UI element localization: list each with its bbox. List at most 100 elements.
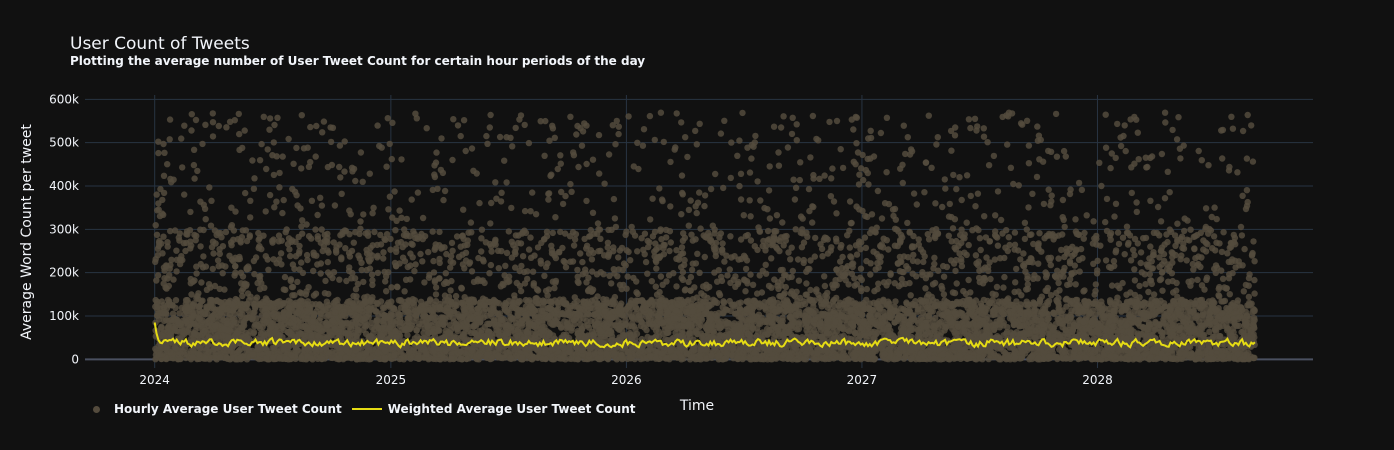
scatter-point — [1243, 155, 1251, 162]
scatter-point — [857, 274, 864, 281]
scatter-point — [1117, 142, 1125, 150]
scatter-point — [796, 176, 803, 184]
scatter-point — [1205, 162, 1212, 169]
scatter-point — [278, 261, 285, 268]
scatter-point — [251, 270, 258, 278]
scatter-point — [788, 130, 796, 138]
scatter-point — [770, 123, 778, 130]
scatter-point — [153, 277, 160, 284]
scatter-point — [1036, 230, 1043, 237]
scatter-point — [646, 112, 654, 120]
scatter-point — [228, 204, 235, 211]
scatter-point — [762, 261, 769, 268]
scatter-point — [961, 235, 968, 242]
scatter-point — [578, 142, 586, 149]
scatter-point — [671, 146, 678, 153]
scatter-point — [992, 212, 999, 219]
scatter-point — [366, 170, 373, 177]
scatter-series — [152, 109, 1258, 363]
scatter-point — [1187, 226, 1194, 233]
scatter-point — [793, 137, 800, 144]
scatter-point — [422, 312, 429, 319]
scatter-point — [266, 115, 274, 122]
scatter-point — [1156, 263, 1163, 271]
scatter-point — [262, 208, 269, 215]
scatter-point — [276, 169, 283, 177]
scatter-point — [279, 153, 286, 160]
scatter-point — [737, 196, 745, 203]
scatter-point — [821, 273, 828, 280]
scatter-point — [464, 241, 471, 248]
scatter-point — [304, 256, 311, 264]
scatter-point — [701, 192, 709, 199]
scatter-point — [754, 178, 761, 185]
scatter-point — [419, 214, 427, 222]
scatter-point — [166, 116, 174, 123]
scatter-point — [1200, 237, 1207, 244]
scatter-point — [849, 260, 857, 267]
scatter-point — [1251, 315, 1258, 322]
scatter-point — [1093, 241, 1100, 248]
scatter-point — [934, 134, 941, 141]
scatter-point — [289, 292, 296, 299]
scatter-point — [153, 191, 160, 198]
scatter-point — [486, 124, 493, 131]
scatter-point — [747, 237, 755, 244]
scatter-point — [501, 157, 508, 164]
scatter-point — [649, 195, 656, 202]
scatter-point — [720, 184, 727, 192]
scatter-point — [497, 198, 505, 205]
scatter-point — [1213, 239, 1220, 246]
scatter-point — [1161, 195, 1169, 202]
scatter-point — [1015, 182, 1022, 189]
scatter-point — [1075, 179, 1083, 187]
scatter-point — [1174, 220, 1181, 227]
scatter-point — [1093, 232, 1100, 240]
scatter-point — [1127, 116, 1134, 123]
scatter-point — [402, 276, 410, 283]
scatter-point — [648, 278, 655, 285]
scatter-point — [1110, 257, 1118, 265]
scatter-point — [429, 228, 436, 235]
scatter-point — [160, 172, 168, 179]
scatter-point — [1161, 109, 1169, 116]
scatter-point — [250, 257, 258, 265]
scatter-point — [656, 185, 663, 192]
scatter-point — [310, 252, 318, 259]
scatter-point — [1131, 277, 1139, 284]
scatter-point — [1244, 111, 1251, 119]
scatter-point — [342, 245, 349, 252]
scatter-point — [187, 208, 194, 216]
scatter-point — [460, 206, 467, 213]
scatter-point — [369, 210, 376, 217]
scatter-point — [574, 266, 581, 274]
scatter-point — [641, 251, 648, 258]
scatter-point — [383, 163, 390, 170]
scatter-point — [537, 118, 544, 125]
scatter-point — [354, 280, 362, 288]
scatter-point — [442, 270, 449, 277]
scatter-point — [201, 205, 209, 212]
scatter-point — [198, 279, 205, 286]
scatter-point — [160, 140, 167, 148]
scatter-point — [777, 124, 785, 131]
scatter-point — [867, 271, 874, 278]
scatter-point — [237, 269, 245, 276]
scatter-point — [696, 189, 703, 196]
scatter-point — [589, 156, 597, 163]
scatter-point — [721, 258, 728, 265]
scatter-point — [701, 202, 708, 210]
scatter-point — [1147, 197, 1154, 204]
scatter-point — [992, 291, 999, 298]
scatter-point — [410, 228, 417, 235]
scatter-point — [282, 229, 289, 236]
scatter-point — [209, 119, 217, 126]
scatter-point — [468, 229, 475, 236]
scatter-point — [892, 298, 899, 305]
scatter-point — [298, 223, 305, 230]
scatter-point — [688, 231, 695, 238]
scatter-point — [577, 250, 584, 257]
scatter-point — [503, 249, 511, 257]
scatter-point — [1159, 287, 1166, 294]
